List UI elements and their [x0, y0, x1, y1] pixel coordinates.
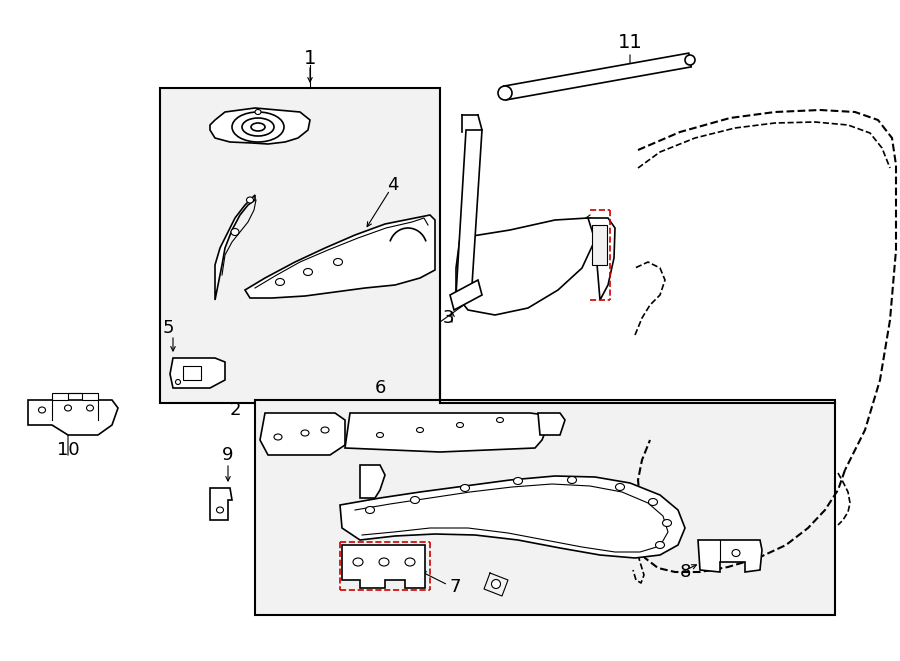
Ellipse shape — [39, 407, 46, 413]
Polygon shape — [210, 108, 310, 144]
Polygon shape — [215, 195, 255, 300]
Ellipse shape — [275, 278, 284, 286]
Polygon shape — [52, 393, 98, 400]
Polygon shape — [345, 413, 548, 452]
Text: 8: 8 — [680, 563, 690, 581]
Polygon shape — [450, 280, 482, 310]
Polygon shape — [340, 476, 685, 558]
Polygon shape — [210, 488, 232, 520]
Ellipse shape — [247, 197, 254, 203]
Polygon shape — [456, 130, 482, 295]
Ellipse shape — [242, 118, 274, 136]
Text: 6: 6 — [374, 379, 386, 397]
Ellipse shape — [410, 496, 419, 504]
Ellipse shape — [176, 379, 181, 385]
Text: 7: 7 — [449, 578, 461, 596]
Ellipse shape — [732, 549, 740, 557]
Text: 1: 1 — [304, 48, 316, 67]
Ellipse shape — [417, 428, 424, 432]
Polygon shape — [170, 358, 225, 388]
Polygon shape — [245, 215, 435, 298]
Ellipse shape — [568, 477, 577, 483]
Ellipse shape — [353, 558, 363, 566]
Ellipse shape — [365, 506, 374, 514]
Ellipse shape — [379, 558, 389, 566]
Text: 3: 3 — [442, 309, 454, 327]
Ellipse shape — [514, 477, 523, 485]
Polygon shape — [260, 413, 345, 455]
Polygon shape — [28, 400, 118, 435]
Ellipse shape — [649, 498, 658, 506]
Text: 10: 10 — [57, 441, 79, 459]
Polygon shape — [588, 218, 615, 300]
Polygon shape — [456, 218, 600, 315]
Text: 4: 4 — [387, 176, 399, 194]
Ellipse shape — [616, 483, 625, 490]
Ellipse shape — [231, 229, 239, 235]
Ellipse shape — [303, 268, 312, 276]
Ellipse shape — [334, 258, 343, 266]
Text: 11: 11 — [617, 32, 643, 52]
Ellipse shape — [232, 112, 284, 142]
Polygon shape — [360, 465, 385, 498]
Ellipse shape — [251, 123, 265, 131]
Ellipse shape — [274, 434, 282, 440]
Ellipse shape — [498, 86, 512, 100]
Text: 2: 2 — [230, 401, 241, 419]
FancyBboxPatch shape — [255, 400, 835, 615]
Ellipse shape — [662, 520, 671, 527]
Polygon shape — [342, 545, 425, 588]
Ellipse shape — [217, 507, 223, 513]
Ellipse shape — [301, 430, 309, 436]
Ellipse shape — [321, 427, 329, 433]
Ellipse shape — [491, 580, 500, 588]
Ellipse shape — [685, 55, 695, 65]
Ellipse shape — [405, 558, 415, 566]
Ellipse shape — [86, 405, 94, 411]
Polygon shape — [698, 540, 762, 572]
Ellipse shape — [456, 422, 464, 428]
FancyBboxPatch shape — [160, 88, 440, 403]
Text: 5: 5 — [162, 319, 174, 337]
Polygon shape — [538, 413, 565, 435]
Ellipse shape — [461, 485, 470, 492]
Ellipse shape — [376, 432, 383, 438]
Polygon shape — [592, 225, 607, 265]
Ellipse shape — [497, 418, 503, 422]
Text: 9: 9 — [222, 446, 234, 464]
Ellipse shape — [655, 541, 664, 549]
Ellipse shape — [65, 405, 71, 411]
Bar — [183, 366, 201, 380]
Polygon shape — [504, 53, 691, 100]
Ellipse shape — [255, 110, 261, 114]
